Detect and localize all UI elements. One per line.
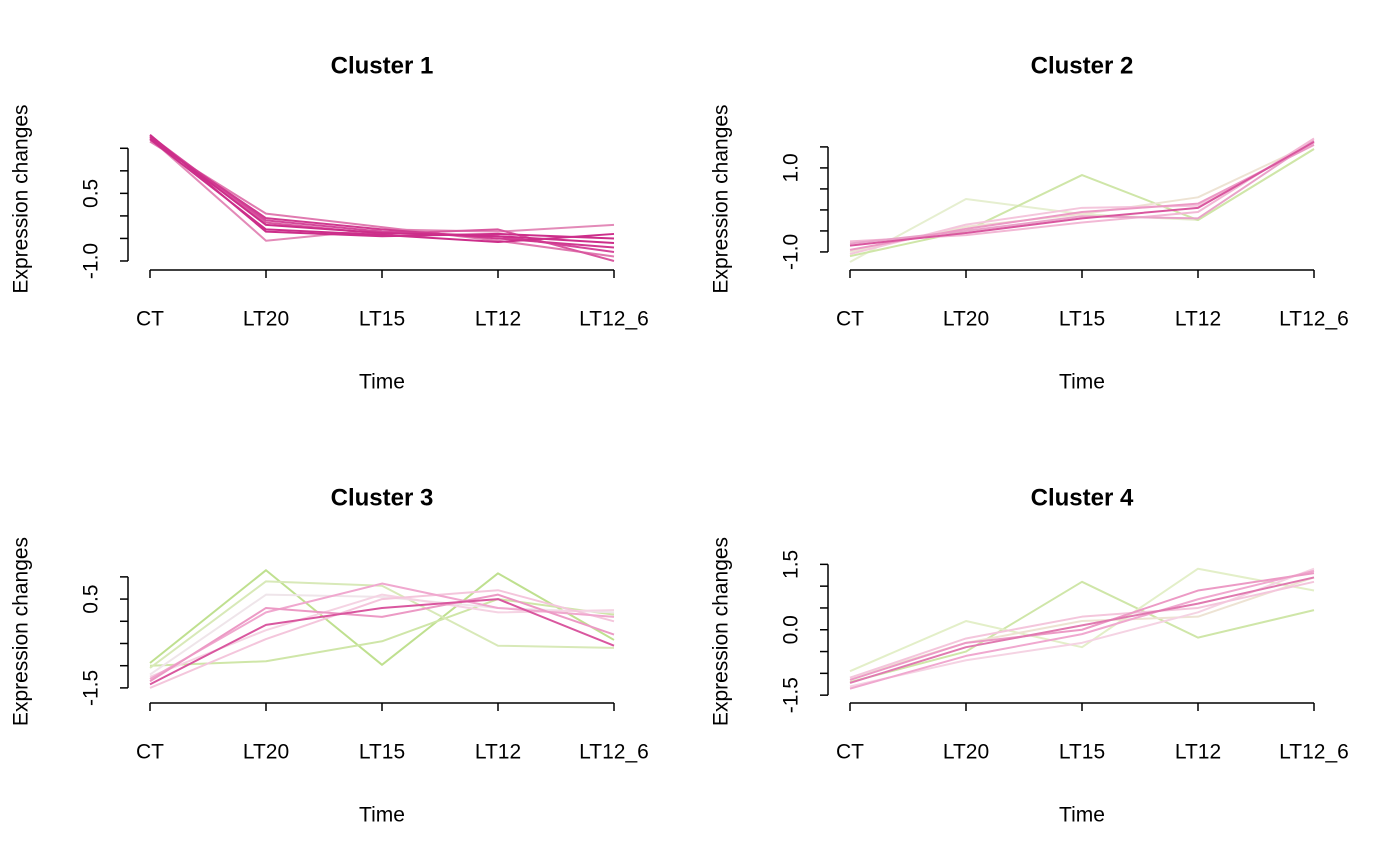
x-tick-label: LT12_6 <box>579 741 649 764</box>
series-line <box>849 576 1315 684</box>
x-tick-label: LT12 <box>1175 741 1221 764</box>
x-tick-label: LT20 <box>943 308 989 331</box>
series-line <box>849 137 1315 243</box>
x-tick-label: LT20 <box>943 741 989 764</box>
y-tick-label: 0.5 <box>80 584 103 613</box>
y-tick-label: -1.5 <box>780 677 803 713</box>
x-tick-label: CT <box>836 741 864 764</box>
panel-title: Cluster 3 <box>331 484 434 511</box>
x-tick-label: LT15 <box>1059 741 1105 764</box>
y-tick-label: -1.0 <box>780 234 803 270</box>
x-tick-label: LT12_6 <box>579 308 649 331</box>
x-tick-label: LT15 <box>1059 308 1105 331</box>
series-line <box>149 598 615 667</box>
panel-title: Cluster 1 <box>331 52 434 79</box>
series-line <box>149 580 615 669</box>
series-line <box>149 569 615 666</box>
panel: Cluster 2 Expression changes Time CT LT20 LT1… <box>710 52 1349 393</box>
series-line <box>149 598 615 686</box>
x-axis-label: Time <box>1059 804 1105 827</box>
x-tick-label: LT12_6 <box>1279 741 1349 764</box>
x-tick-label: LT20 <box>243 741 289 764</box>
y-tick-label: 1.5 <box>780 550 803 579</box>
series-line <box>849 140 1315 247</box>
x-tick-label: LT12_6 <box>1279 308 1349 331</box>
y-axis-label: Expression changes <box>710 537 733 726</box>
panel: Cluster 4 Expression changes Time CT LT20 LT1… <box>710 484 1349 826</box>
series-line <box>849 580 1315 679</box>
x-tick-label: CT <box>836 308 864 331</box>
panel: Cluster 1 Expression changes Time CT LT20 LT1… <box>10 52 649 393</box>
series-line <box>149 138 615 249</box>
x-tick-label: LT12 <box>475 741 521 764</box>
series-line <box>149 140 615 258</box>
series-line <box>849 567 1315 688</box>
series-line <box>849 148 1315 263</box>
series-line <box>849 580 1315 684</box>
series-line <box>849 148 1315 258</box>
x-tick-label: LT15 <box>359 741 405 764</box>
y-axis-label: Expression changes <box>10 537 33 726</box>
x-axis-label: Time <box>1059 371 1105 394</box>
x-axis-label: Time <box>359 371 405 394</box>
y-axis-label: Expression changes <box>10 104 33 293</box>
y-tick-label: 0.5 <box>80 179 103 208</box>
series-line <box>149 593 615 683</box>
series-line <box>849 569 1315 690</box>
y-tick-label: 0.0 <box>780 615 803 644</box>
y-axis-label: Expression changes <box>710 104 733 293</box>
y-tick-label: -1.0 <box>80 243 103 279</box>
x-tick-label: CT <box>136 308 164 331</box>
panel-title: Cluster 2 <box>1031 52 1134 79</box>
series-line <box>849 143 1315 251</box>
x-axis-label: Time <box>359 804 405 827</box>
x-tick-label: LT20 <box>243 308 289 331</box>
x-tick-label: LT12 <box>475 308 521 331</box>
x-tick-label: CT <box>136 741 164 764</box>
series-line <box>149 136 615 244</box>
series-line <box>849 567 1315 673</box>
y-tick-label: -1.5 <box>80 670 103 706</box>
panel: Cluster 3 Expression changes Time CT LT20 LT1… <box>10 484 649 826</box>
series-line <box>149 593 615 676</box>
y-tick-label: 1.0 <box>780 153 803 182</box>
x-tick-label: LT12 <box>1175 308 1221 331</box>
series-line <box>149 589 615 689</box>
x-tick-label: LT15 <box>359 308 405 331</box>
panel-title: Cluster 4 <box>1031 484 1134 511</box>
series-line <box>849 572 1315 681</box>
series-line <box>149 582 615 680</box>
